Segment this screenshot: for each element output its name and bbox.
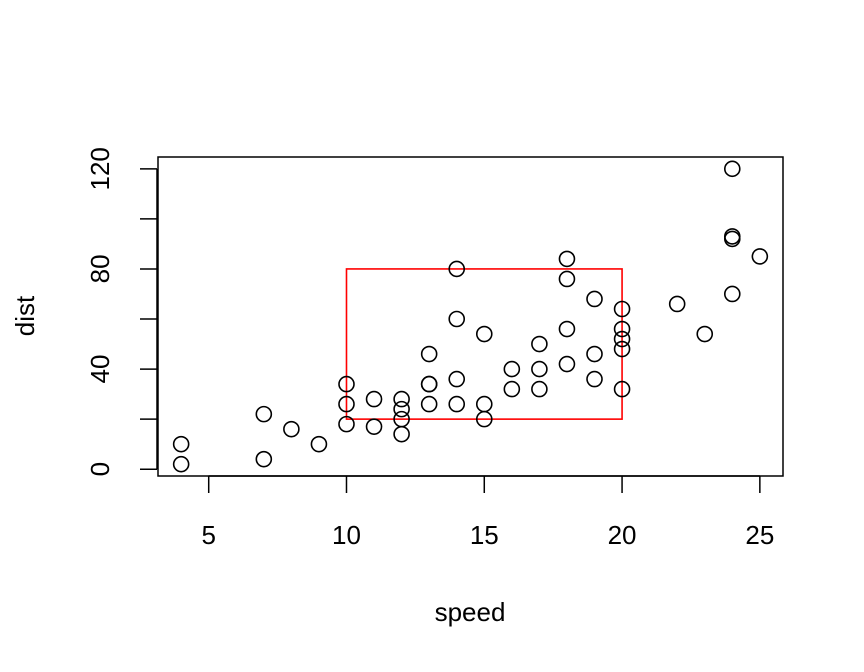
data-point (723, 228, 741, 245)
data-point (475, 325, 493, 343)
y-axis: 0 40 80 120 (85, 147, 158, 476)
x-tick-label: 20 (608, 520, 637, 550)
data-point (475, 395, 493, 413)
data-point (393, 425, 410, 443)
data-point (613, 300, 631, 318)
x-tick-label: 15 (470, 520, 499, 550)
data-point (393, 390, 410, 408)
data-point (448, 395, 466, 413)
data-point (558, 270, 576, 288)
data-point (503, 360, 521, 378)
data-point (586, 345, 603, 363)
data-point (420, 375, 438, 393)
x-tick-label: 5 (201, 520, 215, 550)
y-tick-label: 40 (85, 355, 115, 384)
data-point (613, 340, 631, 358)
data-point (365, 418, 383, 435)
data-point (668, 295, 686, 313)
y-tick-label: 80 (85, 254, 115, 283)
data-point (448, 310, 466, 328)
data-point (310, 435, 328, 453)
data-point (586, 370, 603, 388)
data-point (613, 320, 631, 338)
x-axis: 5 10 15 20 25 (201, 475, 774, 550)
data-point (531, 335, 548, 353)
x-tick-label: 10 (332, 520, 361, 550)
data-point (531, 360, 548, 378)
data-point (420, 395, 438, 413)
x-axis-label: speed (435, 597, 506, 627)
data-point (420, 345, 438, 363)
data-point (613, 330, 631, 348)
annotation-layer (345, 268, 623, 420)
y-axis-label: dist (10, 295, 40, 336)
data-point (696, 325, 714, 343)
y-tick-label: 120 (85, 147, 115, 190)
data-point (723, 160, 741, 178)
data-point (503, 380, 521, 398)
plot-frame (157, 156, 784, 477)
data-point (448, 370, 466, 388)
y-tick-label: 0 (85, 462, 115, 476)
data-point (172, 435, 190, 453)
data-point (613, 380, 631, 398)
data-point (751, 248, 769, 265)
data-point (255, 450, 273, 468)
data-point (393, 400, 410, 418)
data-point (393, 410, 410, 428)
data-point (338, 415, 355, 433)
data-point (365, 390, 383, 408)
data-point (558, 355, 576, 373)
data-point (338, 375, 355, 393)
highlight-rectangle (345, 268, 623, 420)
data-point (586, 290, 603, 308)
data-point (558, 320, 576, 338)
data-point (531, 380, 548, 398)
data-point (172, 455, 190, 473)
data-point (338, 395, 355, 413)
data-point (558, 250, 576, 268)
points-layer (172, 160, 769, 473)
data-point (448, 260, 466, 278)
x-tick-label: 25 (745, 520, 774, 550)
data-point (255, 405, 273, 423)
data-point (723, 285, 741, 303)
data-point (283, 420, 300, 438)
